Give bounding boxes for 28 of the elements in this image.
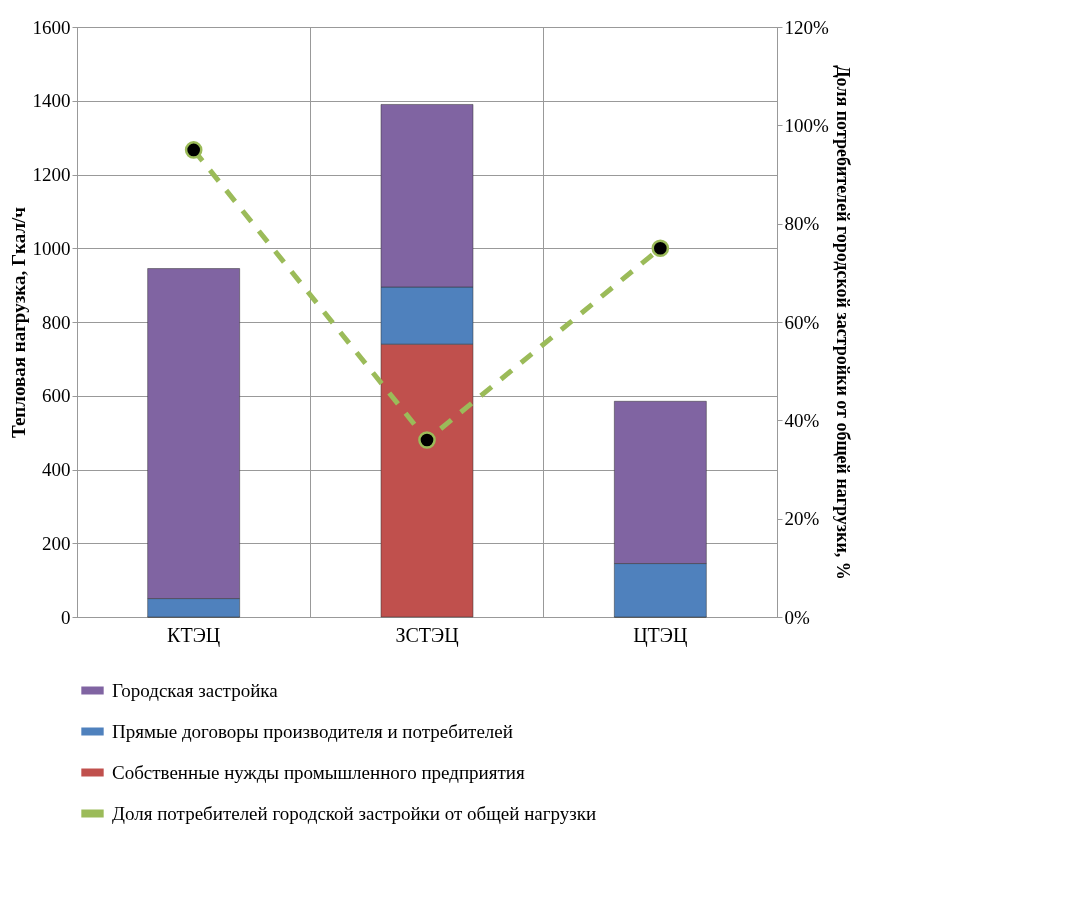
y2-tick-label: 60% (784, 311, 820, 333)
legend-label: Доля потребителей городской застройки от общей нагрузки (112, 802, 597, 824)
point (418, 431, 436, 449)
legend-label: Собственные нужды промышленного предприятия (112, 761, 525, 783)
y2-tick-label: 20% (784, 508, 820, 530)
y2-tick-label: 40% (784, 409, 820, 431)
y-tick-label: 200 (42, 532, 71, 554)
legend-label: Прямые договоры производителя и потребителей (112, 720, 513, 742)
y2-tick-label: 120% (784, 16, 829, 38)
y-tick-label: 0 (61, 606, 71, 628)
y-axis-title: Тепловая нагрузка, Гкал/ч (7, 206, 29, 439)
legend-label: Городская застройка (112, 679, 279, 701)
point (651, 239, 670, 258)
x-tick-label: ЗСТЭЦ (395, 623, 459, 647)
y2-tick-label: 0% (784, 606, 810, 628)
y-tick-label: 1200 (32, 164, 71, 185)
y-tick-label: 800 (42, 311, 71, 333)
y-tick-label: 600 (42, 385, 71, 407)
x-tick-label: КТЭЦ (167, 623, 221, 647)
y-tick-label: 1400 (32, 90, 71, 112)
y2-axis-title: Доля потребителей городской застройки от общей нагрузки, % (832, 65, 853, 580)
x-tick-label: ЦТЭЦ (633, 623, 688, 647)
y2-tick-label: 100% (784, 114, 829, 136)
y-tick-label: 400 (42, 459, 71, 480)
y-tick-label: 1000 (32, 237, 71, 259)
y-tick-label: 1600 (32, 16, 71, 38)
point (184, 141, 203, 159)
y2-tick-label: 80% (784, 213, 820, 235)
